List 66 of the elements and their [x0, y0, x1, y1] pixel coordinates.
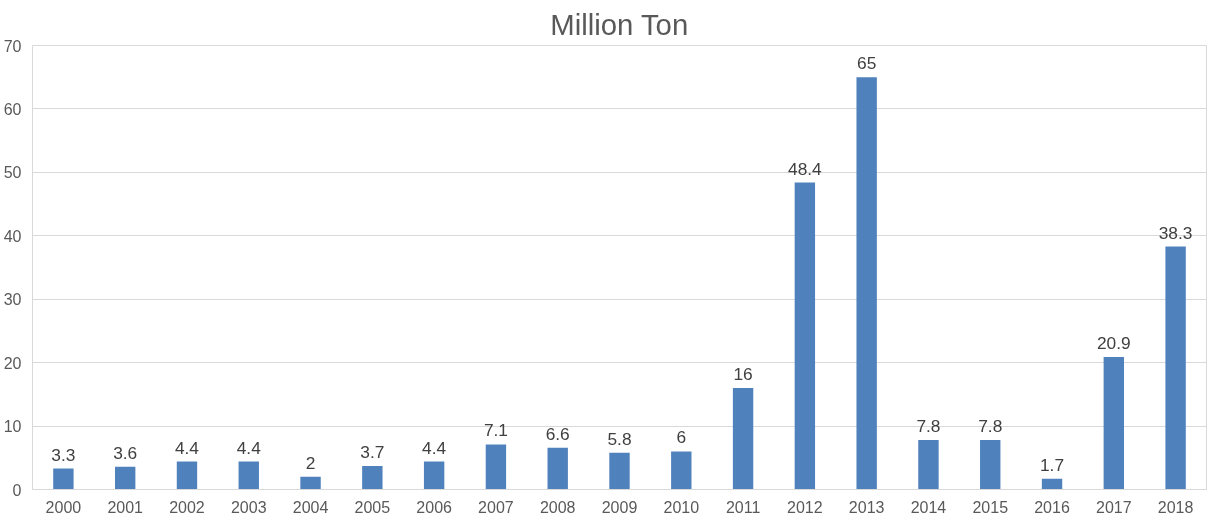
x-tick-label: 2017	[1096, 498, 1132, 516]
y-tick-label: 10	[3, 418, 22, 436]
data-label: 20.9	[1096, 332, 1131, 353]
x-tick-label: 2001	[107, 498, 144, 516]
bar	[609, 452, 630, 490]
y-tick-label: 40	[3, 227, 22, 245]
x-tick-label: 2004	[292, 498, 329, 516]
bar	[485, 444, 507, 490]
y-tick-label: 20	[3, 354, 22, 372]
x-tick-label: 2009	[601, 498, 638, 516]
bar	[114, 466, 136, 490]
bar	[176, 461, 198, 490]
data-label: 48.4	[788, 158, 823, 179]
data-label: 16	[733, 364, 753, 385]
data-label: 4.4	[236, 437, 262, 458]
data-label: 7.8	[916, 416, 941, 437]
x-tick-label: 2012	[787, 498, 823, 516]
y-tick-label: 0	[12, 481, 22, 499]
bar	[794, 182, 816, 490]
data-label: 5.8	[607, 428, 632, 449]
x-tick-label: 2005	[354, 498, 391, 516]
data-label: 6	[676, 427, 687, 448]
bar	[53, 468, 74, 490]
y-tick-label: 30	[3, 291, 22, 309]
x-tick-label: 2014	[910, 498, 947, 516]
bar	[918, 440, 939, 490]
data-label: 1.7	[1039, 454, 1065, 475]
chart-title: Million Ton	[550, 7, 689, 41]
bar	[732, 388, 754, 490]
bar	[300, 476, 321, 490]
bar	[1165, 246, 1186, 490]
bar	[1103, 356, 1125, 490]
x-tick-label: 2013	[848, 498, 885, 516]
x-tick-label: 2015	[972, 498, 1009, 516]
data-label: 3.6	[113, 442, 138, 463]
bar	[980, 440, 1001, 490]
x-tick-label: 2018	[1157, 498, 1194, 516]
x-tick-label: 2011	[725, 498, 761, 516]
data-label: 2	[305, 452, 316, 473]
bar	[856, 77, 877, 490]
data-label: 7.1	[483, 420, 508, 441]
data-label: 3.7	[360, 442, 385, 463]
bar	[1041, 478, 1063, 490]
bar	[362, 466, 383, 490]
data-label: 7.8	[978, 416, 1003, 437]
bar	[238, 461, 259, 490]
x-tick-label: 2000	[45, 498, 82, 516]
x-tick-label: 2003	[230, 498, 267, 516]
x-tick-label: 2006	[416, 498, 453, 516]
data-label: 3.3	[51, 444, 76, 465]
y-tick-label: 60	[3, 100, 22, 118]
data-label: 6.6	[545, 423, 570, 444]
x-tick-label: 2002	[169, 498, 205, 516]
x-tick-label: 2016	[1034, 498, 1070, 516]
data-label: 65	[857, 53, 877, 74]
y-tick-label: 50	[3, 164, 22, 182]
x-tick-label: 2007	[478, 498, 514, 516]
data-label: 38.3	[1158, 222, 1193, 243]
data-label: 4.4	[174, 437, 200, 458]
data-label: 4.4	[422, 437, 447, 458]
bar	[423, 461, 445, 490]
bar	[547, 447, 568, 490]
y-tick-label: 70	[3, 37, 22, 55]
bar	[671, 451, 692, 490]
x-tick-label: 2008	[539, 498, 576, 516]
x-tick-label: 2010	[663, 498, 700, 516]
